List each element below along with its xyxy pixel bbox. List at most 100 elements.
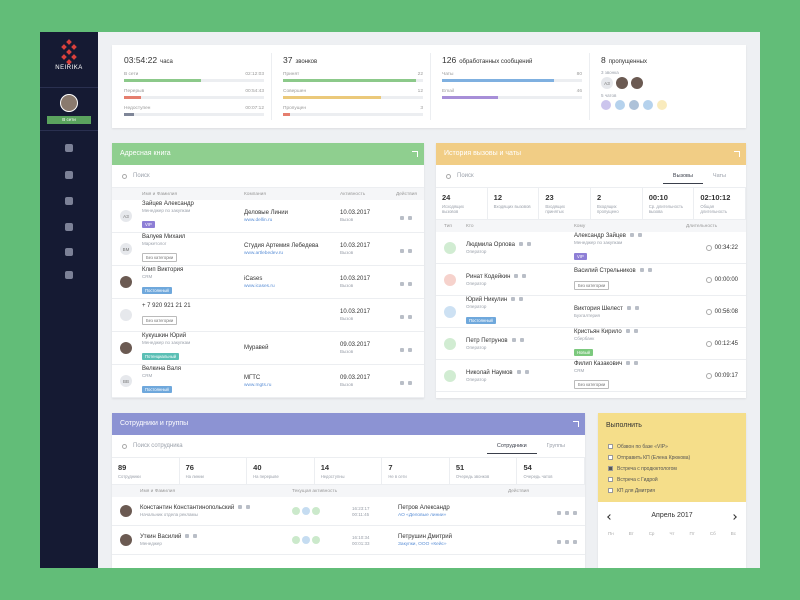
weekday: Вс <box>730 531 736 536</box>
action-icon[interactable] <box>400 315 404 319</box>
who: Ринат Кодейкин <box>466 273 574 280</box>
search-input[interactable]: Поиск <box>457 173 474 179</box>
actions <box>396 306 416 324</box>
who-role: Оператор <box>466 344 487 350</box>
stat-label: Чаты <box>442 72 454 77</box>
separator <box>589 53 590 120</box>
action-icon[interactable] <box>408 282 412 286</box>
action-icon[interactable] <box>408 381 412 385</box>
nav-icon[interactable] <box>65 271 73 279</box>
call-type <box>444 369 456 382</box>
tabs: Вызовы Чаты <box>662 169 736 184</box>
checkbox[interactable] <box>608 466 613 471</box>
checkbox[interactable] <box>608 488 613 493</box>
icon <box>626 360 631 365</box>
action-icon[interactable] <box>573 511 577 515</box>
site[interactable]: www.dellin.ru <box>244 217 273 223</box>
site[interactable]: www.icases.ru <box>244 283 275 289</box>
nav-icon[interactable] <box>65 248 73 256</box>
progress-track <box>124 113 264 116</box>
nav-icon[interactable] <box>65 171 73 179</box>
checkbox[interactable] <box>608 477 613 482</box>
progress-fill <box>124 113 134 116</box>
checkbox[interactable] <box>608 455 613 460</box>
action-icon[interactable] <box>408 249 412 253</box>
contact-name: Кукушкин Юрий <box>142 333 187 339</box>
column-title: Имя и Фамилия <box>140 488 176 494</box>
tag: Потенциальный <box>142 353 180 360</box>
tab[interactable]: Чаты <box>712 172 726 179</box>
tag: Постоянный <box>466 316 496 324</box>
stat-label: Ср. длительность вызова <box>648 204 684 214</box>
tab[interactable]: Группы <box>546 442 565 449</box>
contact-role: Маркетолог <box>142 241 167 246</box>
checkbox[interactable] <box>608 444 613 449</box>
nav-icon[interactable] <box>65 197 73 205</box>
icon <box>524 369 529 374</box>
action-icon[interactable] <box>565 511 569 515</box>
stat: 23 Входящих принятых <box>539 188 592 219</box>
expand-icon[interactable] <box>412 151 418 157</box>
user-avatar[interactable] <box>60 94 78 112</box>
stat-value: 54 <box>523 463 532 472</box>
todo-text: Встреча с продюктологом <box>617 465 677 472</box>
status-badge[interactable]: В сети <box>47 116 91 124</box>
contact-row: АЗ Зайцев Александр Менеджер по закупкам VI… <box>112 200 424 233</box>
action-icon[interactable] <box>400 381 404 385</box>
action-icon[interactable] <box>408 348 412 352</box>
chat-icon <box>601 100 611 110</box>
nav-icon[interactable] <box>65 223 73 231</box>
name-cell: Валуев Михаил Маркетолог Без категории <box>142 234 244 264</box>
activity-cell: 10.03.2017 Вызов <box>340 210 396 222</box>
stat-value: 51 <box>455 463 465 472</box>
stat-unit: пропущенных <box>608 59 648 65</box>
search-row: Поиск сотрудника Сотрудники Группы <box>112 435 585 458</box>
column-header: Имя и Фамилия Компания Активность Действия <box>112 188 424 200</box>
month: Апрель 2017 <box>651 512 693 519</box>
prev[interactable] <box>607 514 613 520</box>
who: Юрий Никулин <box>466 296 574 303</box>
to-role: Сбербанк <box>574 335 595 341</box>
stat-label: Очередь звонков <box>455 474 490 479</box>
org[interactable]: АО «Деловые линии» <box>398 512 447 518</box>
action-icon[interactable] <box>400 249 404 253</box>
action-icon[interactable] <box>557 511 561 515</box>
next[interactable] <box>731 514 737 520</box>
avatar <box>120 309 132 321</box>
company-cell: Студия Артемия Лебедева www.artlebedev.ru <box>244 243 340 256</box>
employee-name: Уткин Василий <box>140 534 292 540</box>
nav-icon[interactable] <box>65 144 73 152</box>
icon <box>519 337 524 342</box>
stat-label: На перерыве <box>253 474 279 479</box>
stat-row: Пропущен 3 <box>283 106 423 111</box>
tab[interactable]: Сотрудники <box>486 439 537 454</box>
action-icon[interactable] <box>573 540 577 544</box>
stat-label: Очередь чатов <box>523 474 553 479</box>
action-icon[interactable] <box>565 540 569 544</box>
action-icon[interactable] <box>400 282 404 286</box>
stat: 76 На линии <box>180 458 248 484</box>
action-icon[interactable] <box>557 540 561 544</box>
expand-icon[interactable] <box>573 421 579 427</box>
search-input[interactable]: Поиск <box>133 173 150 179</box>
action-icon[interactable] <box>400 216 404 220</box>
to: Кристьян Кирило <box>574 328 686 335</box>
chat-icon <box>657 100 667 110</box>
action-icon[interactable] <box>408 315 412 319</box>
search-input[interactable]: Поиск сотрудника <box>133 443 183 449</box>
action-icon[interactable] <box>400 348 404 352</box>
org[interactable]: Закупки, ООО «Кейс» <box>398 541 447 547</box>
expand-icon[interactable] <box>734 151 740 157</box>
time: 16:23:17 <box>352 506 370 511</box>
tab[interactable]: Вызовы <box>662 169 703 184</box>
call-type <box>444 337 456 350</box>
action-icon[interactable] <box>408 216 412 220</box>
site[interactable]: www.mgts.ru <box>244 382 272 388</box>
column-title: Имя и Фамилия <box>142 191 178 197</box>
activity-icon <box>302 536 310 544</box>
activity-icon <box>292 536 300 544</box>
site[interactable]: www.artlebedev.ru <box>244 250 284 256</box>
clock-icon <box>705 340 712 347</box>
actions <box>396 273 416 291</box>
icon <box>522 273 527 278</box>
